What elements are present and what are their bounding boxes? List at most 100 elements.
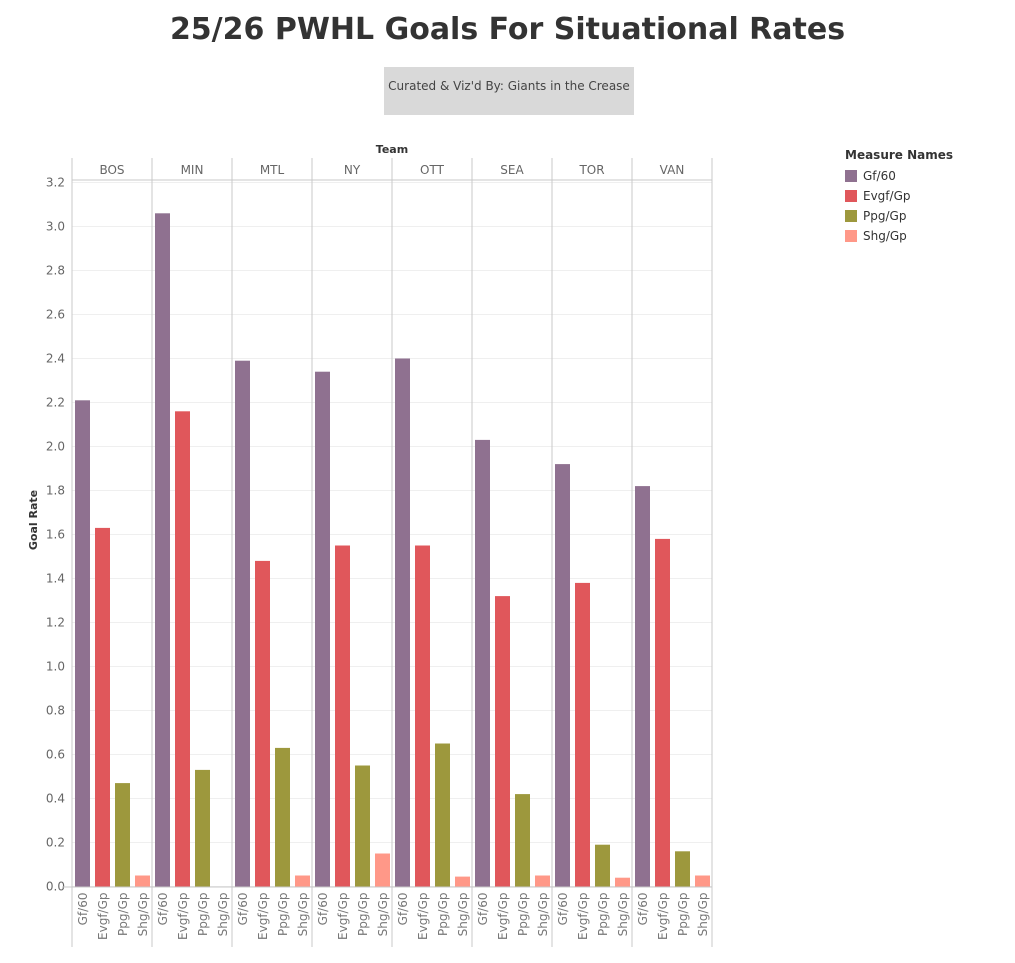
bar-sea-evgf-gp <box>495 596 510 887</box>
bar-bos-gf-60 <box>75 400 90 887</box>
x-tick-label: Evgf/Gp <box>656 893 670 940</box>
legend-swatch <box>845 170 857 182</box>
bar-ott-shg-gp <box>455 876 470 887</box>
x-tick-label: Evgf/Gp <box>576 893 590 940</box>
legend-swatch <box>845 190 857 202</box>
x-tick-label: Evgf/Gp <box>336 893 350 940</box>
bar-mtl-ppg-gp <box>275 747 290 887</box>
y-tick-label: 1.2 <box>46 616 65 630</box>
x-tick-label: Gf/60 <box>556 893 570 926</box>
bar-sea-ppg-gp <box>515 794 530 887</box>
bar-tor-gf-60 <box>555 464 570 887</box>
bar-bos-evgf-gp <box>95 527 110 887</box>
x-tick-label: Ppg/Gp <box>196 893 210 936</box>
x-tick-label: Ppg/Gp <box>676 893 690 936</box>
team-header-bos: BOS <box>99 163 124 177</box>
credit-box: Curated & Viz'd By: Giants in the Crease <box>384 67 634 115</box>
legend: Measure Names Gf/60 Evgf/Gp Ppg/Gp Shg/Gp <box>845 148 953 246</box>
x-tick-label: Gf/60 <box>76 893 90 926</box>
legend-label: Shg/Gp <box>863 229 907 243</box>
legend-swatch <box>845 210 857 222</box>
x-tick-label: Evgf/Gp <box>256 893 270 940</box>
x-tick-label: Shg/Gp <box>536 893 550 937</box>
team-header-mtl: MTL <box>260 163 285 177</box>
legend-title: Measure Names <box>845 148 954 162</box>
x-tick-label: Evgf/Gp <box>496 893 510 940</box>
x-tick-label: Ppg/Gp <box>596 893 610 936</box>
y-tick-label: 1.0 <box>46 660 65 674</box>
team-header-ny: NY <box>344 163 361 177</box>
x-tick-label: Evgf/Gp <box>96 893 110 940</box>
y-tick-label: 2.8 <box>46 264 65 278</box>
bar-tor-shg-gp <box>615 877 630 887</box>
x-tick-label: Ppg/Gp <box>436 893 450 936</box>
y-tick-label: 2.4 <box>46 352 65 366</box>
bar-ott-evgf-gp <box>415 545 430 887</box>
x-tick-label: Ppg/Gp <box>276 893 290 936</box>
team-header-min: MIN <box>181 163 204 177</box>
x-tick-label: Gf/60 <box>316 893 330 926</box>
bar-min-gf-60 <box>155 213 170 887</box>
bar-van-evgf-gp <box>655 538 670 887</box>
bar-van-gf-60 <box>635 486 650 887</box>
legend-item[interactable]: Ppg/Gp <box>845 206 953 226</box>
y-tick-label: 1.6 <box>46 528 65 542</box>
y-axis-label: Goal Rate <box>27 490 40 550</box>
x-tick-label: Shg/Gp <box>616 893 630 937</box>
legend-item[interactable]: Gf/60 <box>845 166 953 186</box>
bar-tor-evgf-gp <box>575 582 590 887</box>
x-tick-label: Evgf/Gp <box>416 893 430 940</box>
bar-ott-gf-60 <box>395 358 410 887</box>
bar-min-evgf-gp <box>175 411 190 887</box>
y-tick-label: 2.6 <box>46 308 65 322</box>
x-tick-label: Shg/Gp <box>216 893 230 937</box>
legend-item[interactable]: Evgf/Gp <box>845 186 953 206</box>
team-header-ott: OTT <box>420 163 445 177</box>
bar-van-ppg-gp <box>675 851 690 887</box>
x-tick-label: Shg/Gp <box>376 893 390 937</box>
bar-mtl-evgf-gp <box>255 560 270 887</box>
y-tick-label: 0.2 <box>46 836 65 850</box>
y-tick-label: 0.0 <box>46 880 65 894</box>
team-header-tor: TOR <box>578 163 604 177</box>
y-tick-label: 2.2 <box>46 396 65 410</box>
x-tick-label: Gf/60 <box>156 893 170 926</box>
x-tick-label: Gf/60 <box>236 893 250 926</box>
y-tick-label: 1.8 <box>46 484 65 498</box>
y-tick-label: 1.4 <box>46 572 65 586</box>
legend-swatch <box>845 230 857 242</box>
y-tick-label: 3.2 <box>46 176 65 190</box>
x-tick-label: Shg/Gp <box>456 893 470 937</box>
y-tick-label: 0.4 <box>46 792 65 806</box>
column-header: Team <box>376 143 408 156</box>
x-tick-label: Ppg/Gp <box>116 893 130 936</box>
bar-bos-shg-gp <box>135 875 150 887</box>
x-tick-label: Evgf/Gp <box>176 893 190 940</box>
legend-label: Evgf/Gp <box>863 189 911 203</box>
y-tick-label: 3.0 <box>46 220 65 234</box>
legend-label: Ppg/Gp <box>863 209 907 223</box>
bar-ny-evgf-gp <box>335 545 350 887</box>
bar-ny-ppg-gp <box>355 765 370 887</box>
bar-ny-gf-60 <box>315 371 330 887</box>
legend-item[interactable]: Shg/Gp <box>845 226 953 246</box>
x-tick-label: Shg/Gp <box>296 893 310 937</box>
x-tick-label: Shg/Gp <box>136 893 150 937</box>
team-header-sea: SEA <box>500 163 524 177</box>
bar-van-shg-gp <box>695 875 710 887</box>
bar-ny-shg-gp <box>375 853 390 887</box>
bar-ott-ppg-gp <box>435 743 450 887</box>
bar-mtl-gf-60 <box>235 360 250 887</box>
bar-bos-ppg-gp <box>115 783 130 887</box>
legend-label: Gf/60 <box>863 169 896 183</box>
team-header-van: VAN <box>660 163 685 177</box>
x-tick-label: Gf/60 <box>476 893 490 926</box>
bar-sea-shg-gp <box>535 875 550 887</box>
x-tick-label: Ppg/Gp <box>356 893 370 936</box>
y-tick-label: 2.0 <box>46 440 65 454</box>
x-tick-label: Gf/60 <box>396 893 410 926</box>
chart-title: 25/26 PWHL Goals For Situational Rates <box>169 12 846 47</box>
x-tick-label: Gf/60 <box>636 893 650 926</box>
